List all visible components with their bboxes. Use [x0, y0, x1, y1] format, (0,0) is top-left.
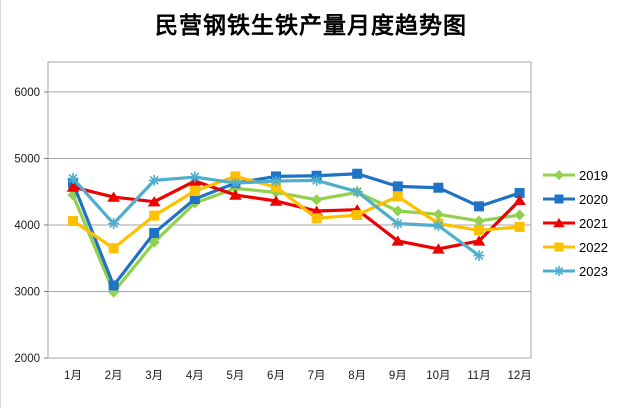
data-point [352, 168, 363, 179]
data-point [189, 186, 200, 197]
x-axis-label: 9月 [389, 370, 407, 382]
data-point [474, 225, 484, 236]
data-point [270, 175, 282, 187]
legend-swatch [543, 194, 575, 204]
y-axis-label: 2000 [14, 353, 40, 365]
data-point [472, 235, 486, 246]
data-point [392, 218, 404, 230]
data-point [432, 208, 444, 220]
legend-item-2020: 2020 [542, 187, 620, 211]
data-point [392, 181, 403, 192]
data-point [553, 218, 565, 228]
data-point [474, 201, 484, 212]
legend-label: 2023 [579, 263, 608, 279]
data-point [269, 195, 283, 206]
x-axis-label: 4月 [186, 370, 204, 382]
data-point [351, 186, 363, 198]
y-axis-label: 4000 [14, 220, 40, 232]
data-point [108, 218, 120, 230]
data-point [66, 181, 80, 192]
x-axis-label: 8月 [348, 370, 366, 382]
legend-swatch [543, 170, 575, 180]
legend-label: 2019 [579, 167, 608, 183]
data-point [68, 215, 78, 226]
legend-swatch [543, 266, 575, 276]
legend-label: 2022 [579, 239, 608, 255]
x-axis-label: 3月 [145, 370, 163, 382]
data-point [514, 209, 526, 221]
x-axis-label: 6月 [267, 370, 285, 382]
data-point [311, 194, 323, 206]
data-point [149, 210, 160, 221]
series-line [71, 174, 522, 250]
data-point [554, 170, 564, 180]
x-axis-label: 2月 [105, 370, 123, 382]
data-point [148, 236, 160, 248]
data-point [108, 243, 119, 254]
x-axis-labels: 1月 2月 3月 4月 5月 6月 7月 8月 9月 10月 11月 12月 [64, 370, 532, 382]
data-point [67, 172, 79, 184]
data-point [514, 221, 525, 232]
legend-swatch [543, 242, 575, 252]
plot-area-border [47, 61, 532, 359]
series-line [71, 172, 522, 288]
data-point [392, 205, 404, 217]
series-line [71, 179, 522, 251]
data-point [229, 177, 241, 189]
legend-label: 2021 [579, 215, 608, 231]
y-axis-label: 5000 [14, 153, 40, 165]
y-axis-labels: 2000 3000 4000 5000 6000 [14, 87, 40, 365]
data-point [310, 205, 323, 216]
series-2021 [66, 175, 526, 254]
data-point [230, 171, 241, 182]
data-point [391, 235, 405, 246]
data-point [147, 196, 161, 207]
data-point [311, 213, 322, 224]
x-axis-label: 12月 [507, 370, 531, 382]
data-point [108, 280, 119, 291]
x-axis-label: 7月 [308, 370, 326, 382]
data-point [432, 220, 444, 232]
data-point [189, 171, 201, 183]
series-2020 [68, 168, 525, 291]
data-point [554, 266, 564, 276]
legend-swatch [543, 218, 575, 228]
data-point [189, 194, 200, 205]
data-point [554, 194, 564, 204]
data-point [148, 174, 160, 186]
data-point [432, 243, 445, 254]
legend-label: 2020 [579, 191, 608, 207]
legend-item-2021: 2021 [542, 211, 620, 235]
x-axis-label: 11月 [467, 370, 490, 382]
x-axis-label: 5月 [226, 370, 244, 382]
data-point [311, 174, 323, 186]
data-point [473, 215, 485, 227]
y-axis-label: 6000 [14, 87, 40, 99]
series-2022 [68, 171, 525, 254]
data-point [473, 250, 485, 262]
data-point [433, 182, 444, 193]
legend-item-2019: 2019 [542, 163, 620, 187]
legend-item-2023: 2023 [542, 259, 620, 283]
data-point [554, 242, 564, 252]
chart-legend: 2019 2020 2021 2022 2023 [542, 163, 620, 283]
x-axis-label: 1月 [64, 370, 82, 382]
legend-item-2022: 2022 [542, 235, 620, 259]
y-axis-label: 3000 [14, 286, 40, 298]
data-point [352, 209, 363, 220]
chart-title: 民营钢铁生铁产量月度趋势图 [155, 13, 467, 38]
gridlines [44, 91, 531, 359]
series-2023 [67, 171, 485, 262]
data-point [229, 189, 242, 200]
data-point [514, 188, 525, 199]
data-point [392, 191, 403, 202]
data-point [107, 191, 120, 202]
data-point [513, 194, 526, 206]
data-point [271, 182, 281, 193]
x-axis-label: 10月 [426, 370, 450, 382]
series-line [71, 186, 522, 294]
data-point [149, 227, 160, 238]
